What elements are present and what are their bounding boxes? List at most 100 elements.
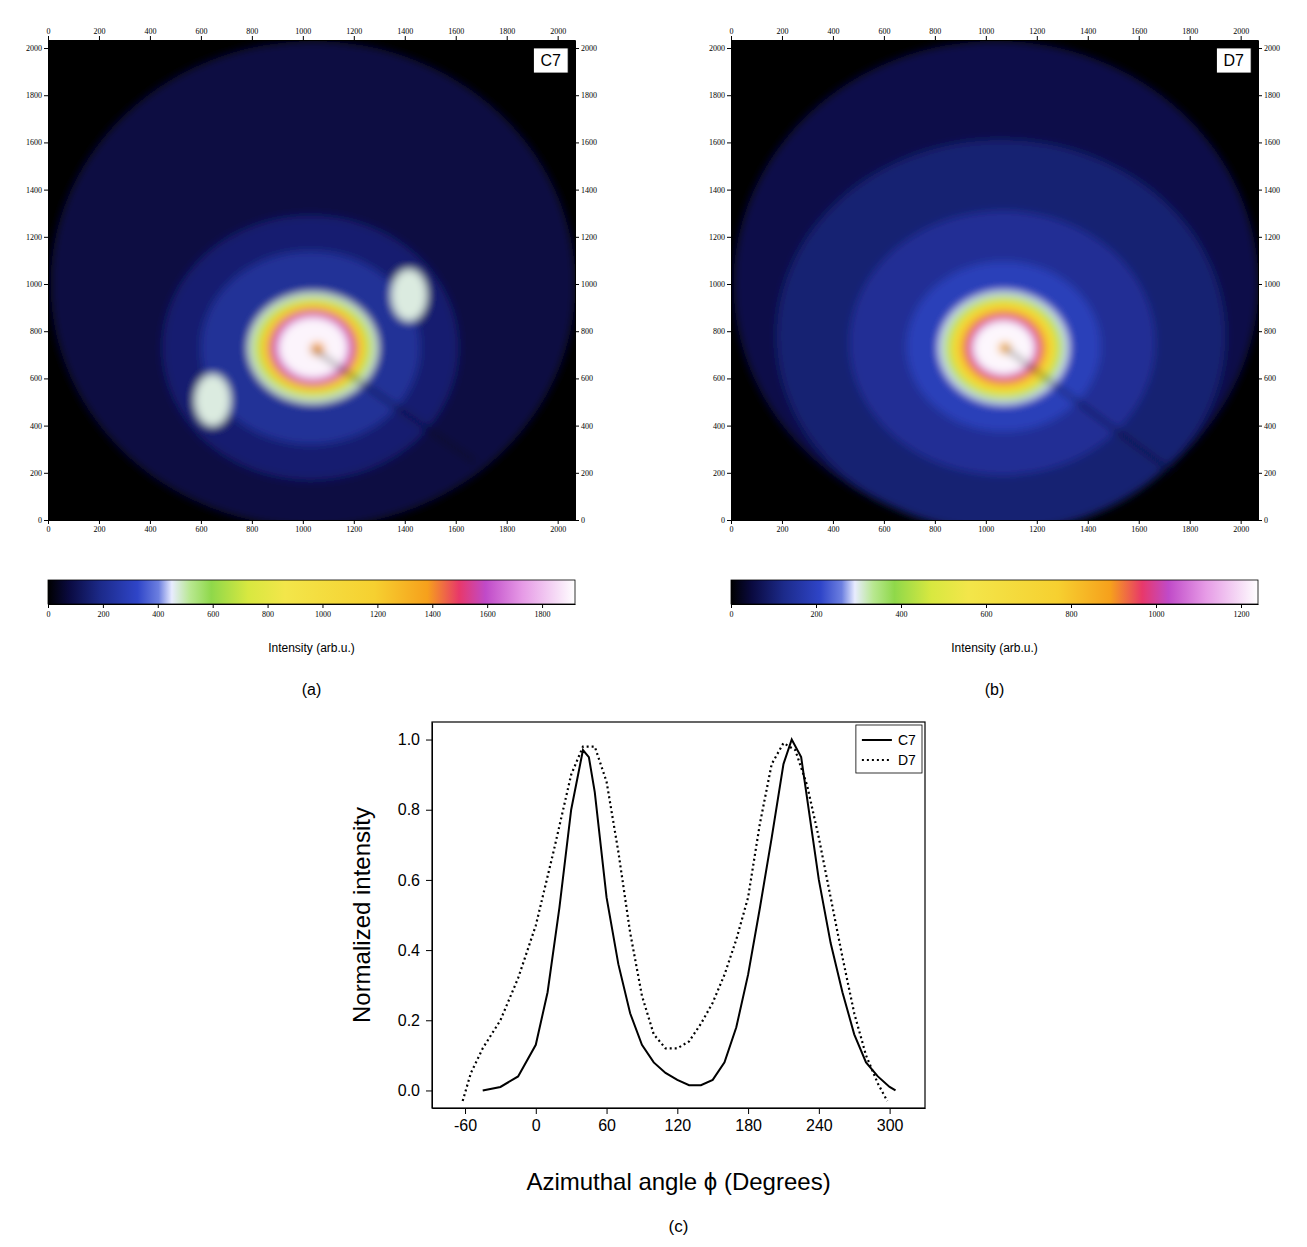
tick-label: 240	[806, 1117, 833, 1134]
tick-mark	[268, 604, 269, 608]
tick-label: 1400	[397, 27, 413, 36]
tick-mark	[426, 810, 432, 811]
tick: 200	[776, 27, 788, 40]
tick-label: 300	[877, 1117, 904, 1134]
legend-swatch	[862, 739, 892, 741]
tick-label: 200	[30, 469, 42, 478]
tick-mark	[1258, 142, 1262, 143]
axis: 0200400600800100012001400160018002000	[730, 520, 1259, 534]
tick-mark	[44, 426, 48, 427]
axis-line	[732, 520, 1259, 521]
tick-mark	[986, 36, 987, 40]
tick: 1600	[26, 138, 48, 147]
tick-label: 0	[730, 525, 734, 534]
tick: 2000	[1258, 44, 1280, 53]
tick: 400	[144, 520, 156, 534]
tick-label: 1200	[1264, 233, 1280, 242]
tick-mark	[727, 520, 731, 521]
tick-mark	[727, 426, 731, 427]
tick-label: 0.4	[398, 942, 420, 959]
tick: 1.0	[398, 731, 432, 748]
intensity-region	[310, 342, 324, 355]
tick-mark	[405, 520, 406, 524]
tick-label: 1000	[978, 27, 994, 36]
tick-label: 800	[929, 27, 941, 36]
tick-label: 1400	[397, 525, 413, 534]
tick-mark	[727, 331, 731, 332]
tick-mark	[48, 604, 49, 608]
tick-label: 1200	[1029, 27, 1045, 36]
tick: 1800	[575, 91, 597, 100]
tick-label: 1800	[1182, 525, 1198, 534]
tick-mark	[354, 36, 355, 40]
intensity-region	[163, 216, 459, 480]
tick-mark	[1088, 520, 1089, 524]
axis: 020040060080010001200140016001800	[47, 604, 576, 619]
tick-label: 400	[827, 27, 839, 36]
tick-label: 1600	[1264, 138, 1280, 147]
tick: 1200	[346, 520, 362, 534]
tick-mark	[1088, 36, 1089, 40]
tick-label: 1200	[370, 610, 386, 619]
tick-mark	[731, 36, 732, 40]
tick-mark	[426, 740, 432, 741]
tick-label: 400	[713, 422, 725, 431]
tick: 1600	[1131, 27, 1147, 40]
tick-label: 0.2	[398, 1012, 420, 1029]
axis-line	[1258, 41, 1259, 521]
tick: 400	[30, 422, 48, 431]
tick-mark	[1139, 520, 1140, 524]
tick: 1400	[397, 520, 413, 534]
tick-mark	[1258, 237, 1262, 238]
tick: 1400	[709, 186, 731, 195]
tick-label: 200	[811, 610, 823, 619]
tick-label: 2000	[1233, 525, 1249, 534]
tick-label: 400	[827, 525, 839, 534]
tick-label: 1200	[709, 233, 725, 242]
tick-label: 400	[144, 525, 156, 534]
tick-mark	[426, 1090, 432, 1091]
tick-label: 1600	[1131, 525, 1147, 534]
legend: C7D7	[856, 725, 922, 773]
tick-label: 1800	[26, 91, 42, 100]
tick: 0	[575, 516, 585, 525]
tick-mark	[1258, 520, 1262, 521]
tick-label: 400	[896, 610, 908, 619]
axis: 0200400600800100012001400160018002000	[1258, 41, 1280, 526]
tick-label: 200	[1264, 469, 1276, 478]
tick-label: 2000	[550, 27, 566, 36]
tick-label: 1600	[448, 27, 464, 36]
tick-label: 400	[1264, 422, 1276, 431]
tick-label: 600	[207, 610, 219, 619]
tick-mark	[575, 190, 579, 191]
tick: 60	[598, 1108, 616, 1134]
panel-title: C7	[541, 52, 562, 69]
tick-mark	[1258, 331, 1262, 332]
y-axis-title: Normalized intensity	[348, 807, 375, 1023]
tick-label: 1200	[1234, 610, 1250, 619]
axis-line	[432, 723, 433, 1109]
tick: 0	[730, 604, 734, 619]
intensity-region	[51, 41, 575, 520]
tick: 1200	[1258, 233, 1280, 242]
tick: -60	[454, 1108, 477, 1134]
tick: 2000	[550, 520, 566, 534]
tick-mark	[252, 520, 253, 524]
tick: 0	[47, 604, 51, 619]
tick-mark	[456, 36, 457, 40]
tick: 200	[575, 469, 593, 478]
intensity-region	[949, 299, 1059, 396]
tick-label: 400	[152, 610, 164, 619]
tick: 1000	[1258, 280, 1280, 289]
tick: 1800	[499, 520, 515, 534]
intensity-region	[954, 304, 1053, 391]
tick: 800	[246, 520, 258, 534]
tick: 600	[878, 520, 890, 534]
intensity-region	[962, 310, 1046, 385]
tick: 200	[811, 604, 823, 619]
tick-label: 2000	[1233, 27, 1249, 36]
tick: 1600	[1131, 520, 1147, 534]
tick-label: 0.0	[398, 1082, 420, 1099]
tick-label: 800	[246, 27, 258, 36]
tick-label: 1400	[1080, 27, 1096, 36]
